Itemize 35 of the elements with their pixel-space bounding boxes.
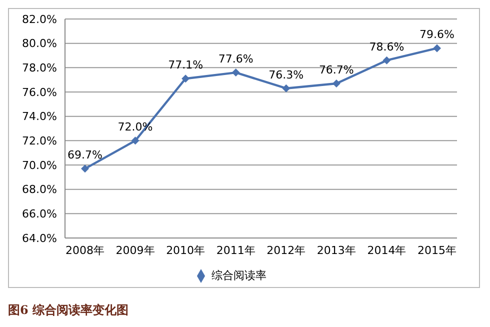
data-label: 78.6% (369, 40, 404, 54)
legend-label: 综合阅读率 (212, 269, 266, 282)
y-tick-label: 74.0% (22, 110, 57, 124)
data-label: 76.7% (318, 63, 354, 76)
point (433, 44, 441, 52)
caption: 图6 综合阅读率变化图 (8, 302, 130, 319)
y-tick-label: 70.0% (22, 158, 57, 172)
y-tick-label: 64.0% (22, 232, 57, 245)
x-tick-label: 2008年 (66, 244, 104, 257)
y-tick-label: 68.0% (22, 183, 57, 196)
point (131, 136, 140, 145)
x-tick-label: 2013年 (316, 244, 356, 257)
data-label: 77.1% (168, 58, 204, 72)
data-label: 69.7% (68, 148, 102, 162)
x-tick-label: 2009年 (116, 244, 155, 257)
x-tick-label: 2012年 (266, 244, 306, 257)
x-tick-label: 2015年 (418, 244, 456, 257)
x-tick-label: 2011年 (216, 244, 256, 257)
data-label: 77.6% (218, 52, 254, 66)
y-tick-label: 66.0% (22, 208, 57, 221)
y-tick-label: 82.0% (22, 12, 57, 26)
x-tick-label: 2014年 (367, 244, 406, 257)
y-tick-label: 76.0% (22, 86, 57, 99)
data-label: 76.3% (268, 68, 304, 82)
point (282, 84, 290, 92)
y-tick-label: 80.0% (22, 37, 57, 50)
point (232, 68, 240, 77)
x-tick-label: 2010年 (166, 244, 206, 257)
point (81, 164, 89, 173)
point (382, 56, 391, 64)
data-label: 79.6% (420, 28, 454, 42)
point (332, 79, 340, 88)
y-tick-label: 78.0% (22, 62, 57, 75)
point (182, 74, 190, 83)
y-tick-label: 72.0% (22, 134, 57, 148)
